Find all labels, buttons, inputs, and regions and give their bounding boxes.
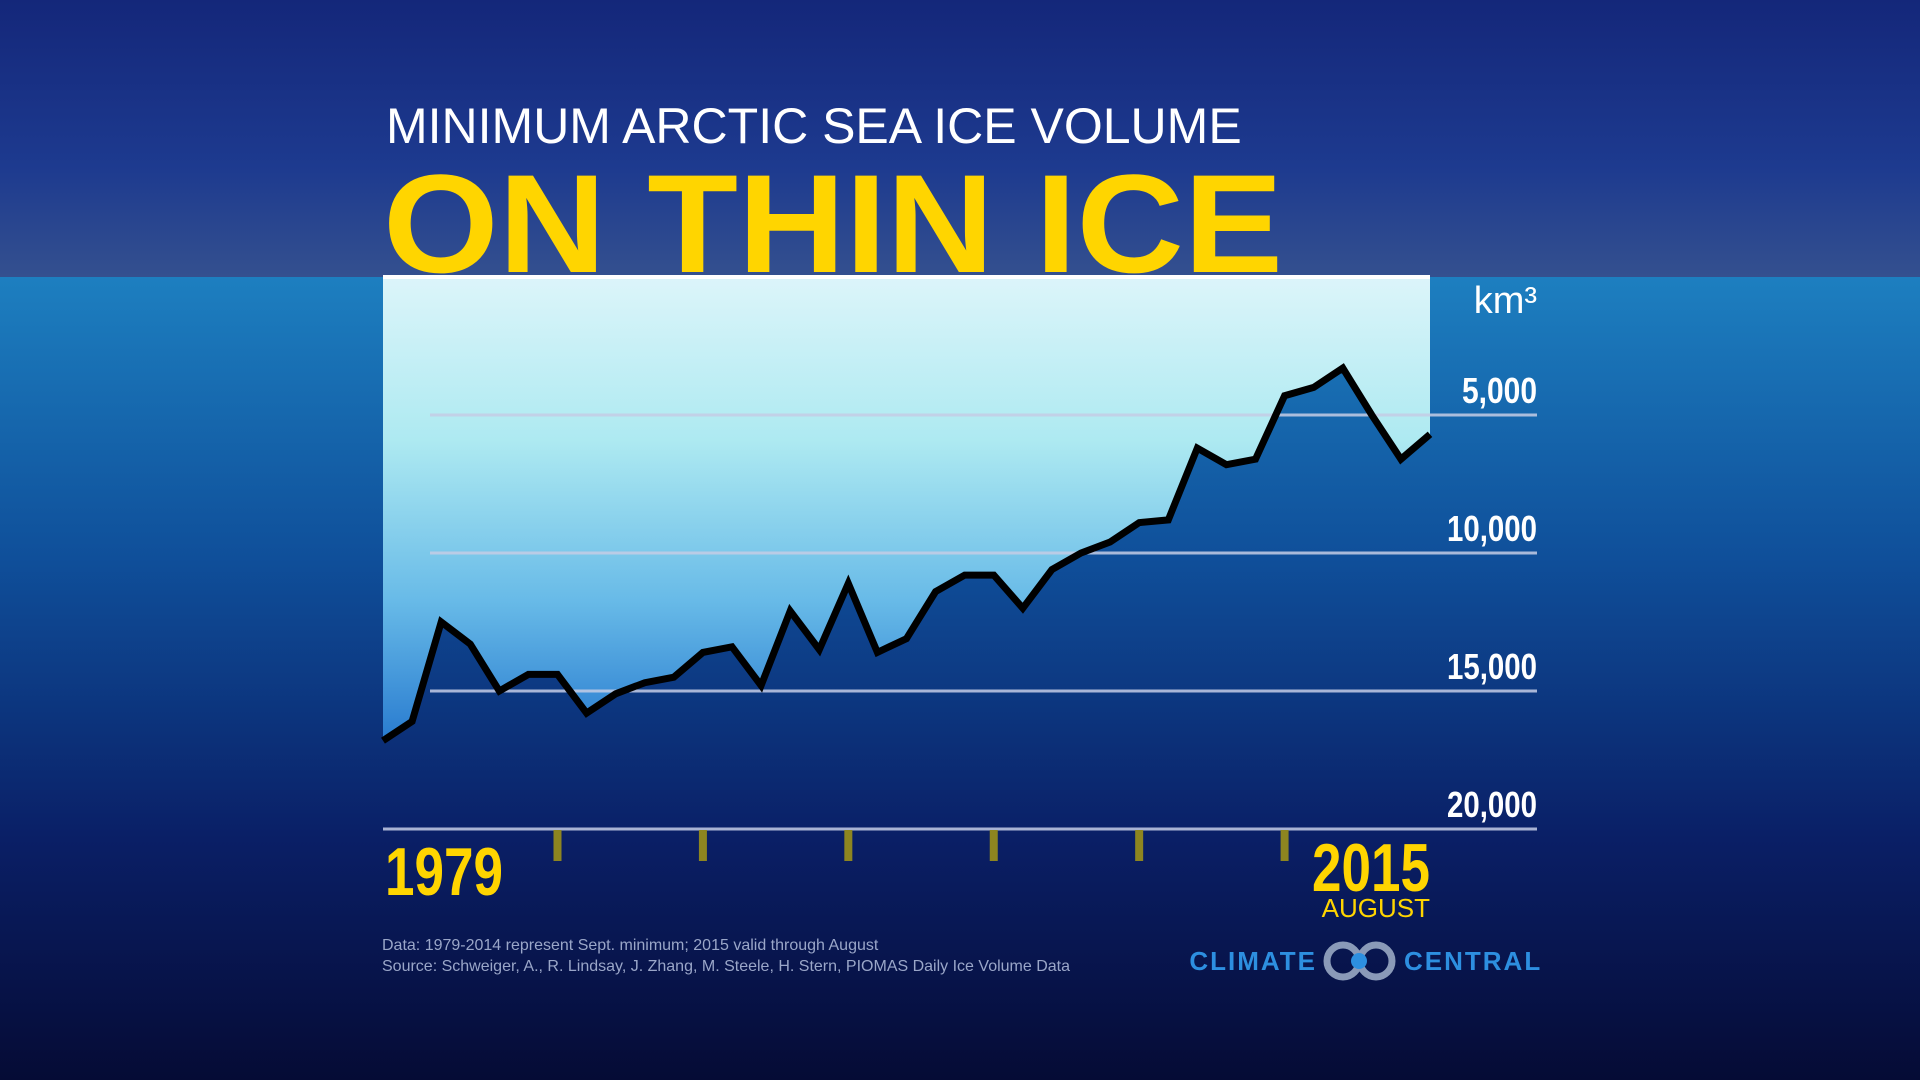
logo-dot (1351, 953, 1367, 969)
note: Source: Schweiger, A., R. Lindsay, J. Zh… (382, 958, 1070, 975)
note: Data: 1979-2014 represent Sept. minimum;… (382, 937, 879, 954)
x-tick (1135, 830, 1144, 861)
x-tick (844, 830, 853, 861)
chart-title: MINIMUM ARCTIC SEA ICE VOLUME (386, 98, 1242, 154)
y-tick-label: 20,000 (1447, 784, 1537, 825)
y-unit: km³ (1474, 280, 1537, 322)
logo-text: CENTRAL (1404, 946, 1542, 976)
y-tick-label: 10,000 (1447, 508, 1537, 549)
x-end-note: AUGUST (1322, 893, 1430, 923)
logo: CLIMATE CENTRAL (1189, 941, 1542, 981)
logo-text: CLIMATE (1189, 946, 1317, 976)
x-tick (989, 830, 998, 861)
y-tick-label: 15,000 (1447, 646, 1537, 687)
sky (0, 0, 1920, 277)
x-tick-label: 2015 (1312, 830, 1430, 906)
x-tick (698, 830, 707, 861)
x-tick (1280, 830, 1289, 861)
y-tick-label: 5,000 (1462, 370, 1537, 411)
data-line (381, 363, 1433, 744)
headline: ON THIN ICE (383, 145, 1283, 302)
x-tick (553, 830, 562, 861)
x-tick-label: 1979 (385, 834, 503, 910)
ice-area (383, 277, 1430, 741)
